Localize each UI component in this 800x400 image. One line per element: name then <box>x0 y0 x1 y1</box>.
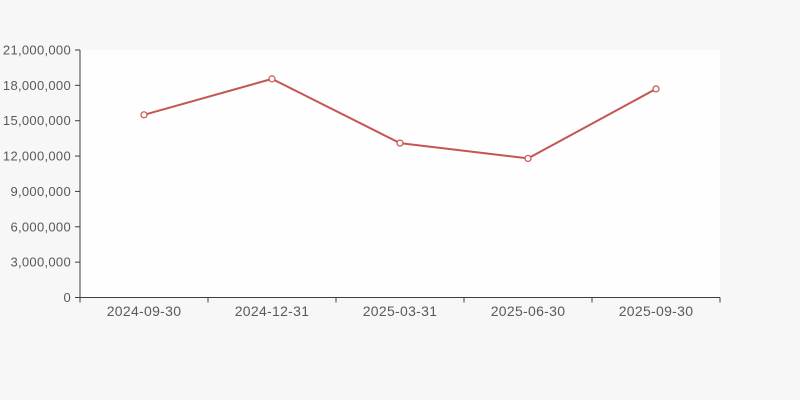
x-tick-label: 2025-03-31 <box>363 303 438 319</box>
y-tick-label: 12,000,000 <box>3 149 71 164</box>
y-tick-label: 6,000,000 <box>10 219 71 234</box>
data-point-marker[interactable] <box>652 85 660 93</box>
y-tick-label: 15,000,000 <box>3 113 71 128</box>
y-tick-label: 3,000,000 <box>10 255 71 270</box>
data-point-marker[interactable] <box>268 75 276 83</box>
y-tick-label: 9,000,000 <box>10 184 71 199</box>
y-tick-label: 0 <box>63 290 71 305</box>
plot-area <box>80 50 720 298</box>
data-point-marker[interactable] <box>524 154 532 163</box>
y-tick-label: 21,000,000 <box>3 43 71 58</box>
data-point-marker[interactable] <box>140 111 148 119</box>
x-tick-label: 2025-06-30 <box>491 303 566 319</box>
data-point-marker[interactable] <box>396 139 404 147</box>
y-tick-label: 18,000,000 <box>3 78 71 93</box>
x-tick-label: 2024-12-31 <box>235 303 310 319</box>
x-tick-label: 2025-09-30 <box>619 303 694 319</box>
x-tick-label: 2024-09-30 <box>107 303 182 319</box>
